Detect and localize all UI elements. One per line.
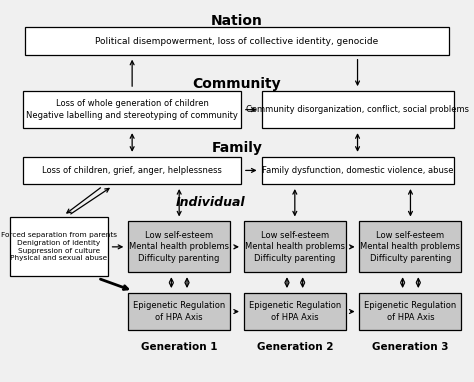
- FancyBboxPatch shape: [128, 222, 230, 272]
- FancyBboxPatch shape: [23, 91, 241, 128]
- Text: Family: Family: [211, 141, 263, 155]
- FancyBboxPatch shape: [262, 157, 454, 184]
- Text: Forced separation from parents
Denigration of identity
Suppression of culture
Ph: Forced separation from parents Denigrati…: [0, 232, 117, 262]
- Text: Generation 1: Generation 1: [141, 342, 218, 352]
- FancyBboxPatch shape: [359, 222, 461, 272]
- Text: Low self-esteem
Mental health problems
Difficulty parenting: Low self-esteem Mental health problems D…: [129, 231, 229, 263]
- Text: Individual: Individual: [176, 196, 246, 209]
- FancyBboxPatch shape: [262, 91, 454, 128]
- Text: Loss of children, grief, anger, helplessness: Loss of children, grief, anger, helpless…: [42, 166, 222, 175]
- Text: Family dysfunction, domestic violence, abuse: Family dysfunction, domestic violence, a…: [262, 166, 453, 175]
- Text: Low self-esteem
Mental health problems
Difficulty parenting: Low self-esteem Mental health problems D…: [360, 231, 460, 263]
- FancyBboxPatch shape: [244, 293, 346, 330]
- FancyBboxPatch shape: [244, 222, 346, 272]
- FancyBboxPatch shape: [128, 293, 230, 330]
- Text: Community: Community: [193, 77, 281, 91]
- Text: Loss of whole generation of children
Negative labelling and stereotyping of comm: Loss of whole generation of children Neg…: [26, 99, 238, 120]
- Text: Low self-esteem
Mental health problems
Difficulty parenting: Low self-esteem Mental health problems D…: [245, 231, 345, 263]
- Text: Political disempowerment, loss of collective identity, genocide: Political disempowerment, loss of collec…: [95, 37, 379, 45]
- Text: Epigenetic Regulation
of HPA Axis: Epigenetic Regulation of HPA Axis: [365, 301, 456, 322]
- Text: Epigenetic Regulation
of HPA Axis: Epigenetic Regulation of HPA Axis: [133, 301, 225, 322]
- FancyBboxPatch shape: [23, 157, 241, 184]
- Text: Generation 3: Generation 3: [372, 342, 449, 352]
- Text: Nation: Nation: [211, 14, 263, 28]
- FancyBboxPatch shape: [25, 28, 449, 55]
- Text: Community disorganization, conflict, social problems: Community disorganization, conflict, soc…: [246, 105, 469, 114]
- Text: Epigenetic Regulation
of HPA Axis: Epigenetic Regulation of HPA Axis: [249, 301, 341, 322]
- Text: Generation 2: Generation 2: [256, 342, 333, 352]
- FancyBboxPatch shape: [9, 217, 108, 276]
- FancyBboxPatch shape: [359, 293, 461, 330]
